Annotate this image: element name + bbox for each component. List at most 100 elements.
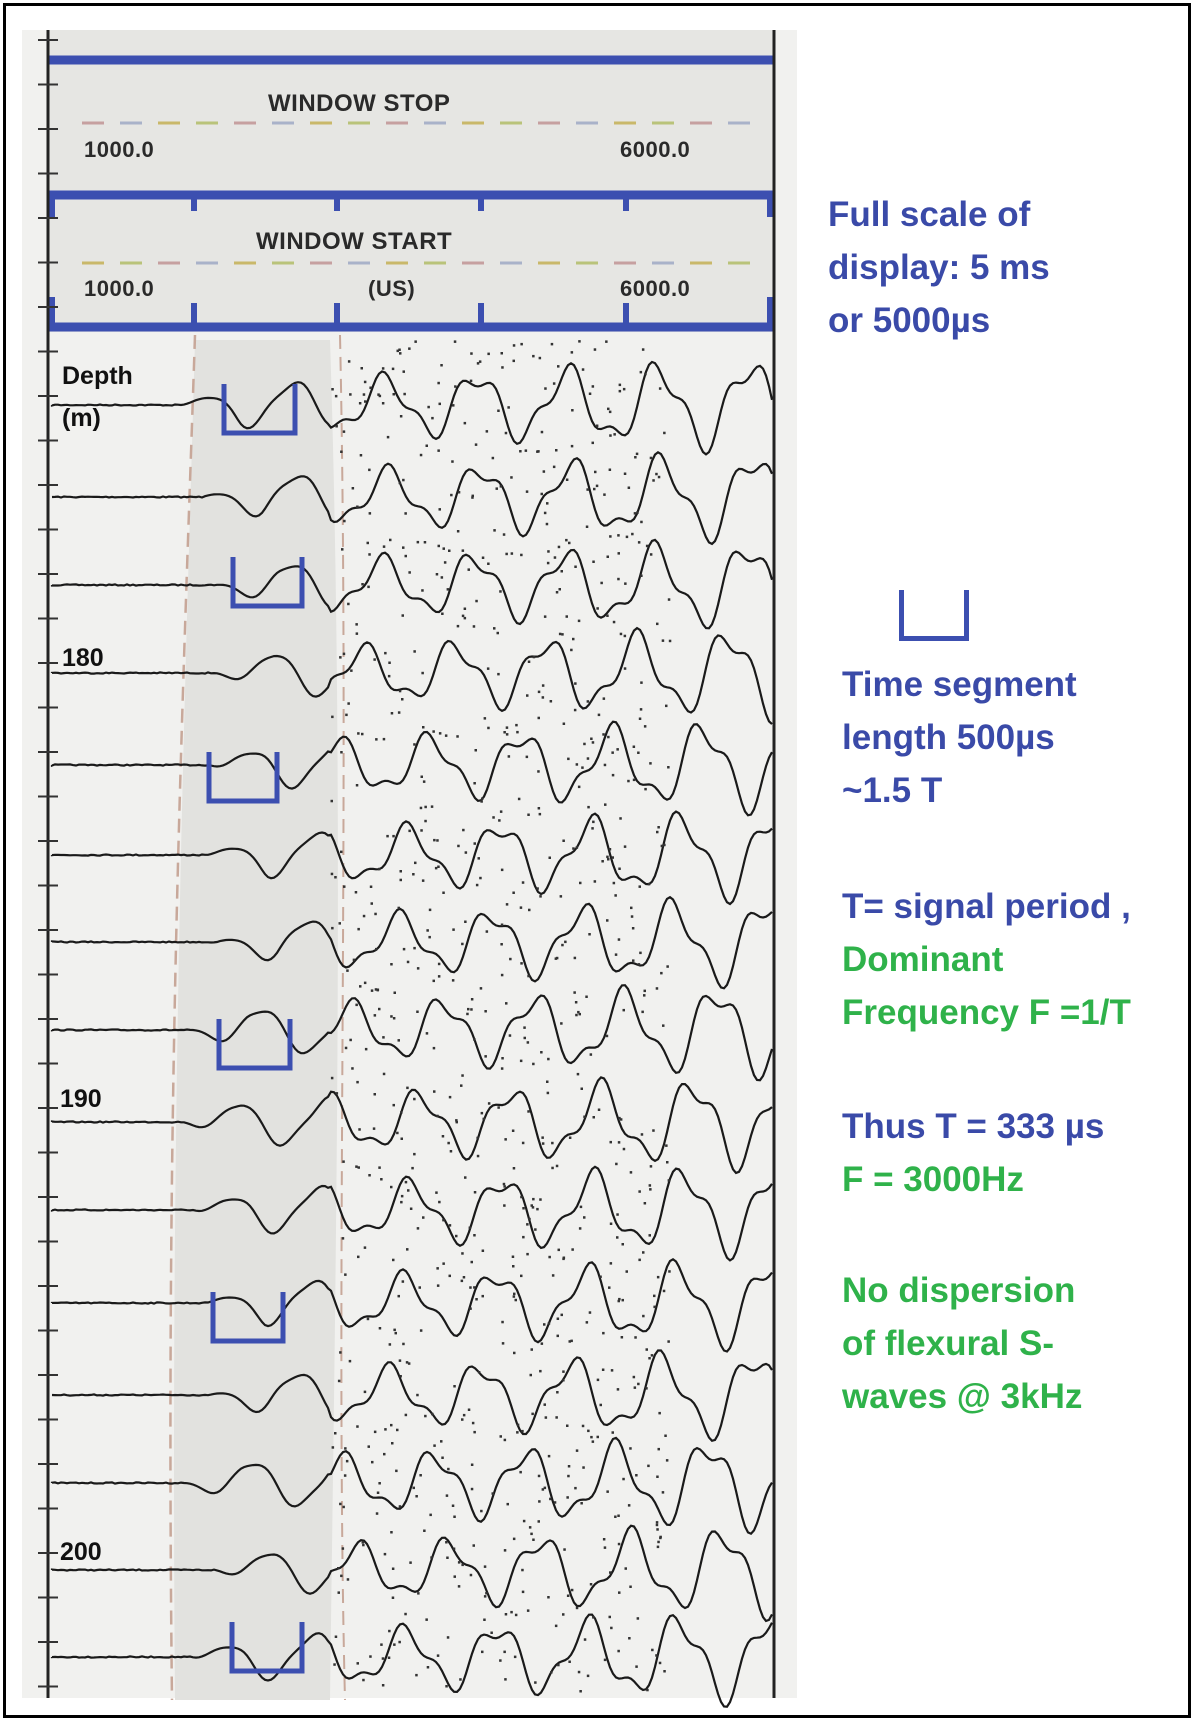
scatter-dot <box>592 820 595 824</box>
scatter-dot <box>614 1515 617 1518</box>
scatter-dot <box>576 1072 580 1076</box>
arrival-dashed-curve <box>169 334 197 1701</box>
scatter-dot <box>657 826 660 829</box>
scatter-dot <box>573 708 577 712</box>
scatter-dot <box>505 903 509 906</box>
scatter-dot <box>401 614 404 617</box>
scatter-dot <box>578 1227 582 1230</box>
scatter-dot <box>648 1234 651 1237</box>
scatter-dot <box>643 1202 647 1205</box>
scatter-dot <box>344 1273 347 1276</box>
scatter-dot <box>562 722 566 725</box>
scatter-dot <box>560 570 563 573</box>
scatter-dot <box>541 684 545 687</box>
scatter-dot <box>536 887 539 890</box>
scatter-dot <box>514 1613 518 1617</box>
scatter-dot <box>474 443 478 446</box>
depth-unit-label: (m) <box>62 404 101 432</box>
time-segment-bracket <box>216 1019 293 1071</box>
scatter-dot <box>430 805 434 808</box>
scatter-dot <box>479 987 483 990</box>
scatter-dot <box>457 844 460 848</box>
scatter-dot <box>414 340 417 343</box>
scatter-dot <box>617 1299 620 1303</box>
scatter-dot <box>605 340 608 343</box>
scatter-dot <box>602 697 606 700</box>
scatter-dot <box>578 1012 581 1016</box>
scatter-dot <box>343 519 346 523</box>
scatter-dot <box>492 816 495 819</box>
scatter-dot <box>367 585 370 589</box>
scatter-dot <box>378 1007 381 1011</box>
waveform-trace <box>50 538 774 630</box>
scatter-dot <box>447 1141 450 1145</box>
scatter-dot <box>638 1190 641 1193</box>
scatter-dot <box>575 1449 579 1452</box>
scatter-dot <box>343 885 346 888</box>
scatter-dot <box>656 830 659 834</box>
scatter-dot <box>606 919 609 922</box>
scatter-dot <box>523 1036 526 1040</box>
scatter-dot <box>527 813 530 816</box>
scatter-dot <box>484 1010 487 1013</box>
scatter-dot <box>608 1286 611 1289</box>
scatter-dot <box>513 1655 517 1659</box>
scatter-dot <box>551 1274 555 1277</box>
scatter-dot <box>511 1255 515 1258</box>
scatter-dot <box>382 545 386 548</box>
scatter-dot <box>585 525 589 528</box>
scatter-dot <box>386 834 389 838</box>
scatter-dot <box>381 1657 385 1660</box>
time-segment-bracket <box>210 1292 286 1344</box>
scatter-dot <box>393 1328 396 1332</box>
scatter-dot <box>390 712 394 715</box>
scatter-dot <box>611 751 614 754</box>
scatter-dot <box>397 711 401 714</box>
scatter-dot <box>564 940 567 944</box>
scatter-dot <box>452 1547 456 1550</box>
scatter-dot <box>573 956 577 960</box>
scatter-dot <box>456 624 460 628</box>
scatter-dot <box>490 1631 493 1634</box>
scatter-dot <box>640 681 643 684</box>
scatter-dot <box>503 1650 506 1654</box>
frequency-line-1: Dominant <box>842 940 1004 979</box>
scatter-dot <box>504 431 508 435</box>
scatter-dot <box>373 658 376 661</box>
scatter-dot <box>547 1454 551 1458</box>
scatter-dot <box>656 1545 660 1549</box>
scatter-dot <box>390 1185 393 1189</box>
scatter-dot <box>646 1688 649 1692</box>
scatter-dot <box>443 561 447 564</box>
scatter-dot <box>667 1179 671 1182</box>
scatter-dot <box>473 1286 476 1289</box>
scatter-dot <box>354 891 358 894</box>
scatter-dot <box>563 1548 566 1551</box>
scatter-dot <box>470 1260 473 1264</box>
scatter-dot <box>551 1141 554 1145</box>
segment-legend-bracket <box>899 590 969 641</box>
scatter-dot <box>481 556 485 559</box>
scatter-dot <box>538 812 542 816</box>
scatter-dot <box>596 1378 600 1382</box>
scatter-dot <box>540 430 544 434</box>
scatter-dot <box>346 969 349 972</box>
scatter-dot <box>345 1459 349 1463</box>
scatter-dot <box>392 834 395 838</box>
scatter-dot <box>537 450 540 453</box>
scatter-dot <box>652 479 655 482</box>
scatter-dot <box>360 367 363 370</box>
scatter-dot <box>426 929 429 932</box>
scatter-dot <box>663 1670 666 1673</box>
result-annotation: Thus T = 333 µs F = 3000Hz <box>842 1100 1104 1206</box>
scatter-dot <box>557 1663 560 1667</box>
scatter-dot <box>526 1609 530 1612</box>
scatter-dot <box>574 1001 578 1004</box>
scatter-dot <box>606 1490 609 1493</box>
scatter-dot <box>566 1594 570 1597</box>
scatter-dot <box>526 1041 530 1044</box>
scatter-dot <box>591 1440 595 1443</box>
scatter-dot <box>577 619 581 623</box>
scatter-dot <box>330 872 334 876</box>
scatter-dot <box>579 1205 583 1209</box>
